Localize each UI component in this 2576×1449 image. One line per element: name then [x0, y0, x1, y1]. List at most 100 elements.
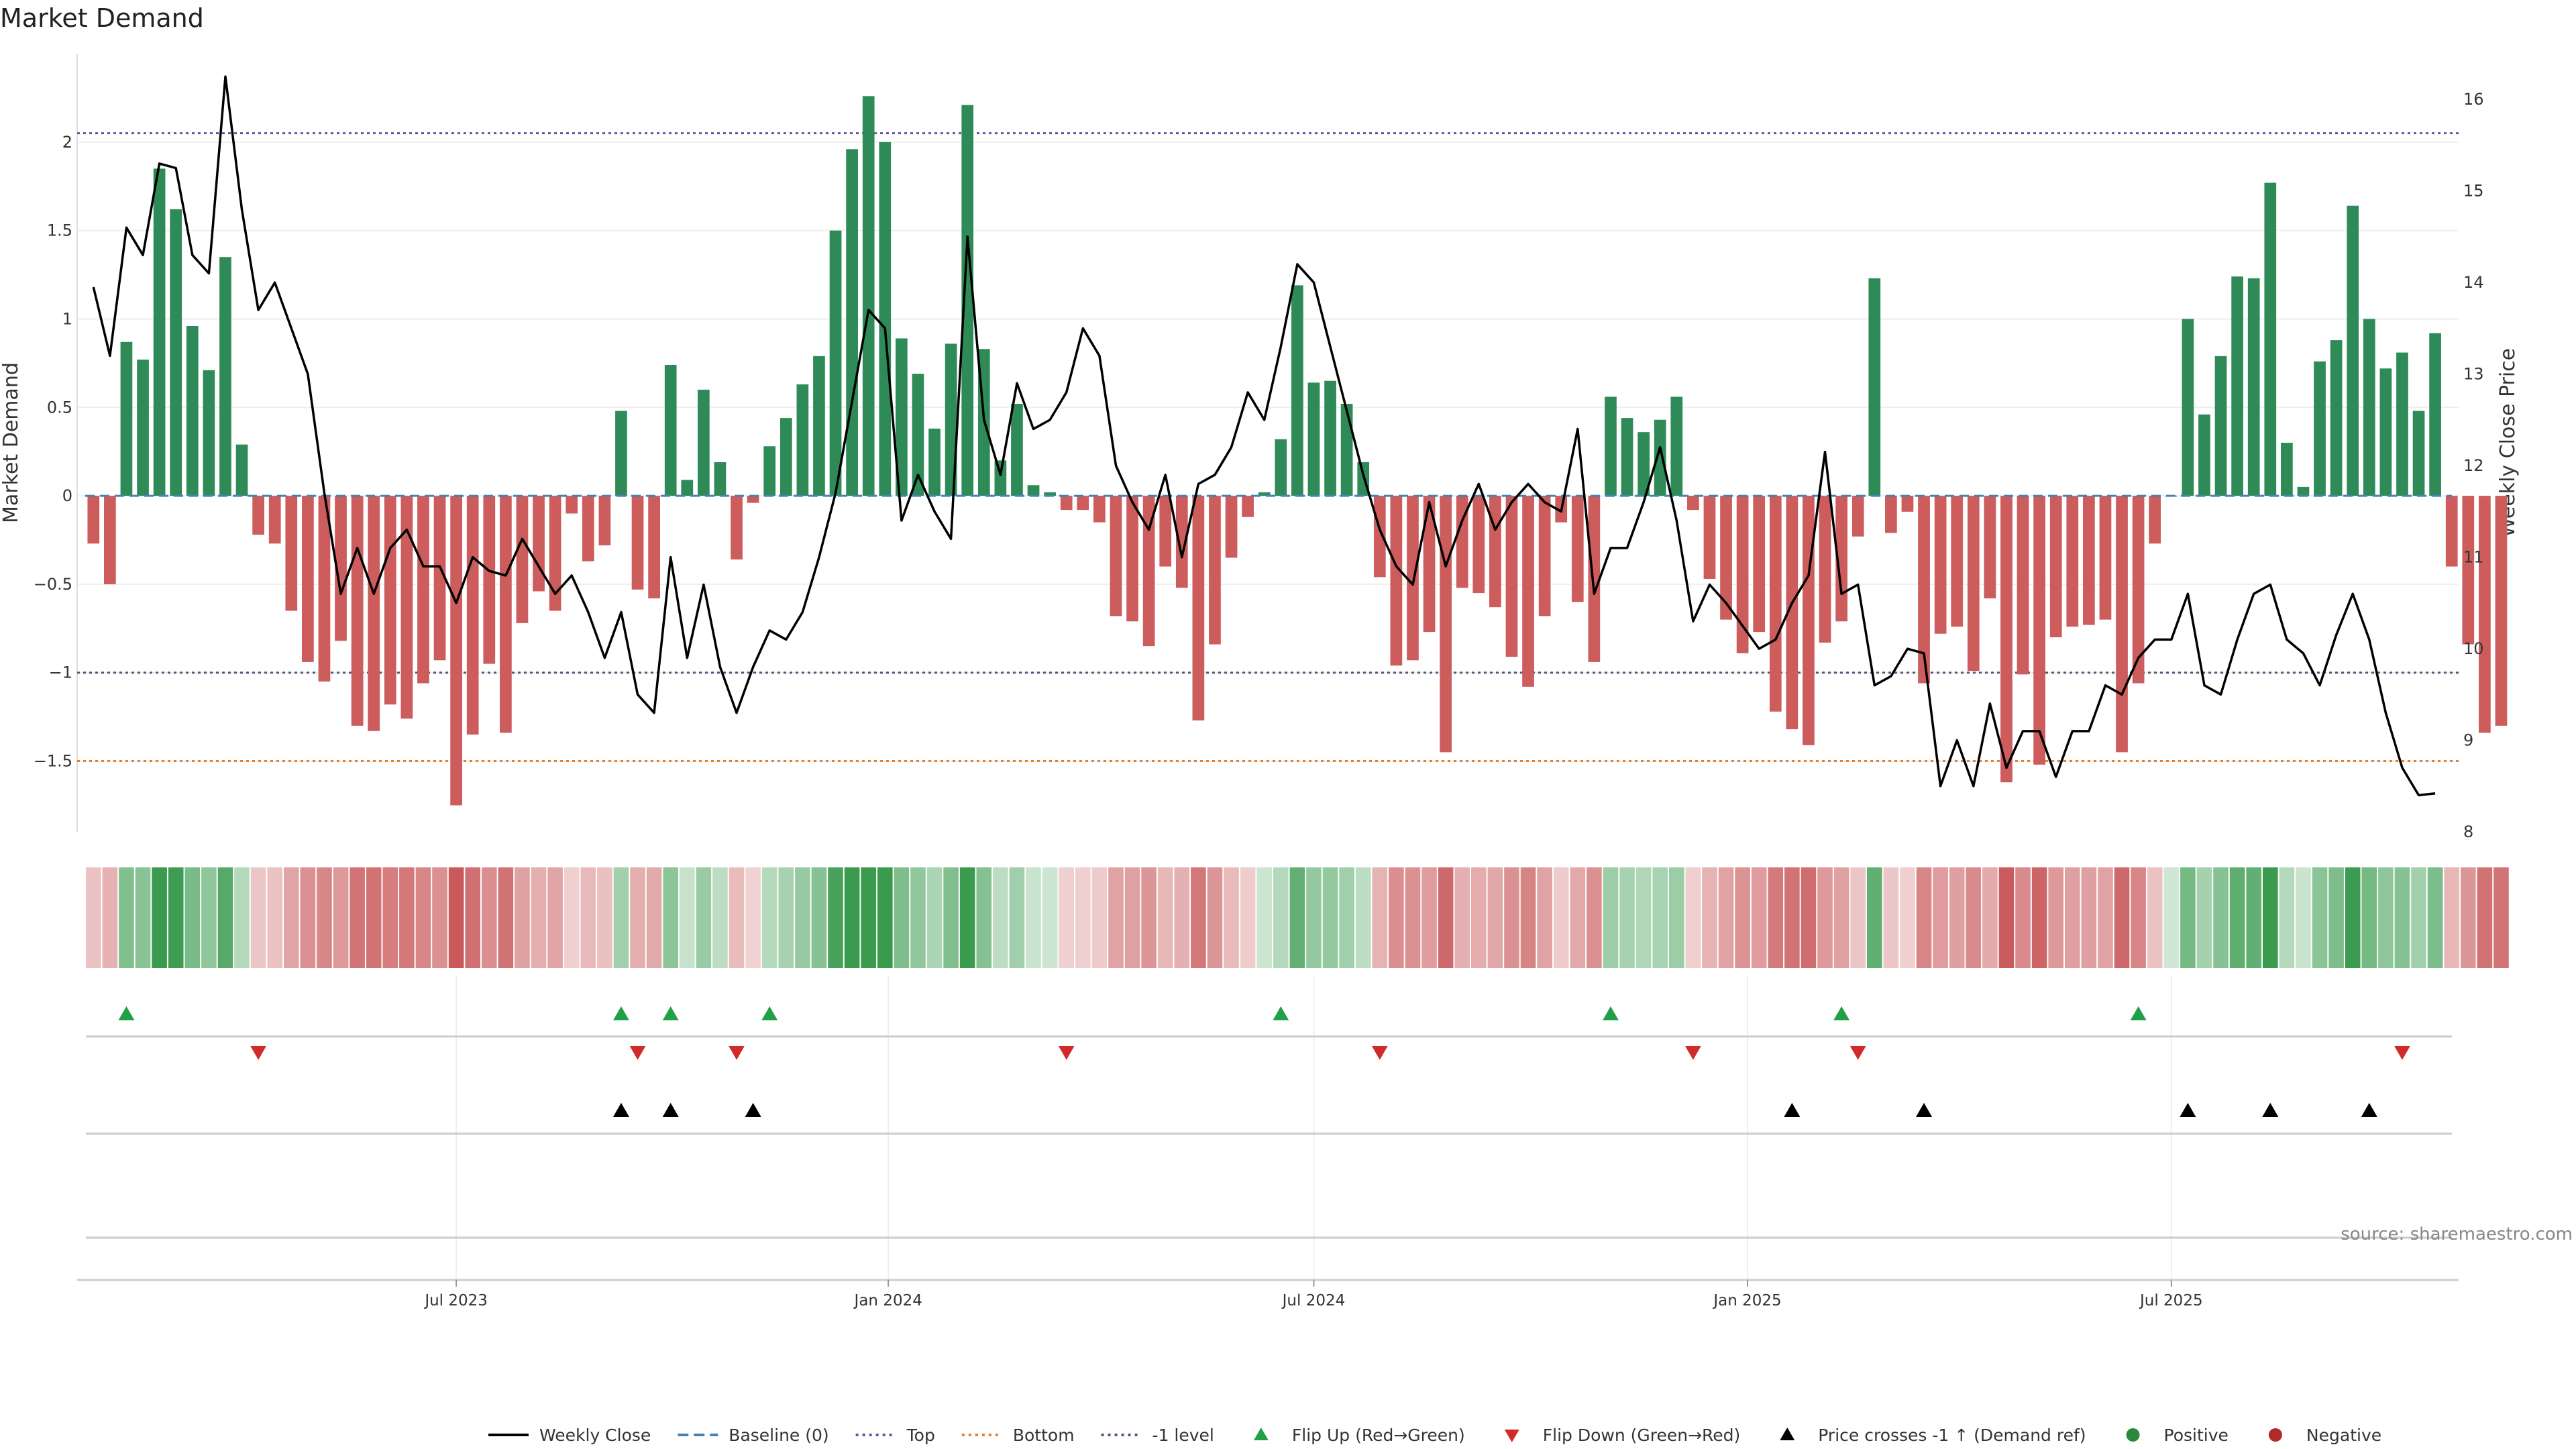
demand-bar [1044, 492, 1056, 496]
heat-strip-cell [894, 867, 910, 968]
heat-strip-cell [861, 867, 877, 968]
flip-up-marker [1602, 1006, 1619, 1020]
demand-bar [2396, 352, 2408, 496]
heat-strip-cell [1883, 867, 1899, 968]
legend-label: Weekly Close [539, 1426, 651, 1445]
heat-strip-cell [515, 867, 530, 968]
legend-label: Negative [2306, 1426, 2381, 1445]
demand-bar [1225, 496, 1238, 558]
heat-strip-cell [1091, 867, 1108, 968]
heat-strip-cell [910, 867, 926, 968]
demand-bar [731, 496, 743, 559]
demand-bar [1027, 485, 1040, 496]
heat-strip-cell [1207, 867, 1223, 968]
demand-bar [1868, 278, 1881, 496]
demand-bar [1423, 496, 1436, 633]
demand-bar [400, 496, 413, 719]
heat-strip-cell [2131, 867, 2146, 968]
heat-strip-cell [85, 867, 101, 968]
demand-bar [681, 480, 694, 496]
flip-down-marker [1684, 1046, 1701, 1060]
heat-strip-cell [1768, 867, 1784, 968]
heat-strip-cell [2279, 867, 2295, 968]
heat-strip-cell [415, 867, 431, 968]
legend-label: Price crosses -1 ↑ (Demand ref) [1818, 1426, 2086, 1445]
heat-strip-cell [2114, 867, 2130, 968]
demand-bar [104, 496, 116, 584]
demand-bar [1159, 496, 1172, 567]
heat-strip-cell [1256, 867, 1273, 968]
heat-strip-cell [2147, 867, 2163, 968]
y-tick-label-right: 10 [2463, 639, 2484, 658]
heat-strip-cell [168, 867, 184, 968]
heat-strip-cell [2262, 867, 2278, 968]
legend-label: Flip Down (Green→Red) [1543, 1426, 1741, 1445]
demand-bar [2231, 276, 2243, 496]
demand-bar [1819, 496, 1831, 643]
heat-strip-cell [283, 867, 299, 968]
demand-bar [500, 496, 512, 733]
heat-strip-cell [1850, 867, 1866, 968]
demand-bar [2379, 368, 2392, 496]
demand-bar [1851, 496, 1864, 537]
demand-bar [1307, 382, 1320, 496]
heat-strip-cell [1866, 867, 1882, 968]
heat-strip-cell [679, 867, 695, 968]
heat-strip-cell [2163, 867, 2180, 968]
demand-bar [1621, 418, 1633, 496]
demand-bar [2429, 333, 2441, 496]
demand-bar [87, 496, 100, 544]
demand-bar [1126, 496, 1138, 622]
demand-bar [1786, 496, 1799, 730]
heat-strip-cell [844, 867, 860, 968]
heat-strip-cell [729, 867, 745, 968]
heat-strip-cell [564, 867, 580, 968]
demand-bar [252, 496, 264, 535]
demand-bar [268, 496, 281, 544]
demand-bar [1901, 496, 1914, 512]
demand-bar [384, 496, 396, 705]
demand-bar [351, 496, 364, 726]
demand-bar [928, 428, 941, 496]
heat-strip-cell [481, 867, 497, 968]
level-lines [77, 132, 2459, 763]
heat-strip-cell [1124, 867, 1140, 968]
heat-strip-cell [1042, 867, 1058, 968]
heat-strip-cell [184, 867, 201, 968]
price-cross-marker [662, 1103, 679, 1117]
heat-strip-cell [761, 867, 777, 968]
flip-up-marker [1273, 1006, 1289, 1020]
heat-strip-cell [2444, 867, 2460, 968]
demand-bar [1803, 496, 1815, 745]
y-tick-label-left: −1.5 [34, 752, 72, 771]
x-tick-label: Jul 2025 [2139, 1292, 2203, 1309]
demand-bar [1110, 496, 1122, 616]
heat-strip-cell [2361, 867, 2377, 968]
demand-bar [1934, 496, 1947, 634]
demand-bar [664, 365, 677, 496]
heat-strip-cell [943, 867, 959, 968]
price-cross-marker [612, 1103, 629, 1117]
heat-strip-cell [1735, 867, 1750, 968]
price-cross-marker [2262, 1103, 2279, 1117]
demand-bar [796, 384, 809, 496]
flip-up-marker [612, 1006, 629, 1020]
y-tick-label-right: 13 [2463, 365, 2484, 384]
x-tick-label: Jan 2025 [1712, 1292, 1781, 1309]
x-tick-label: Jan 2024 [853, 1292, 922, 1309]
heat-strip-cell [1504, 867, 1519, 968]
demand-bar [813, 356, 825, 496]
demand-bars [87, 96, 2508, 806]
demand-bar [763, 446, 776, 496]
flip-down-marker [250, 1046, 267, 1060]
demand-bar [582, 496, 594, 561]
demand-bar [714, 462, 727, 496]
heat-strip-cell [135, 867, 151, 968]
demand-bar [1951, 496, 1964, 627]
y-tick-label-right: 12 [2463, 456, 2484, 475]
heat-strip-cell [613, 867, 629, 968]
demand-bar [1670, 396, 1683, 496]
heat-strip-cell [1801, 867, 1817, 968]
demand-bar [1456, 496, 1468, 588]
legend-swatch-price-cross [1780, 1428, 1795, 1440]
